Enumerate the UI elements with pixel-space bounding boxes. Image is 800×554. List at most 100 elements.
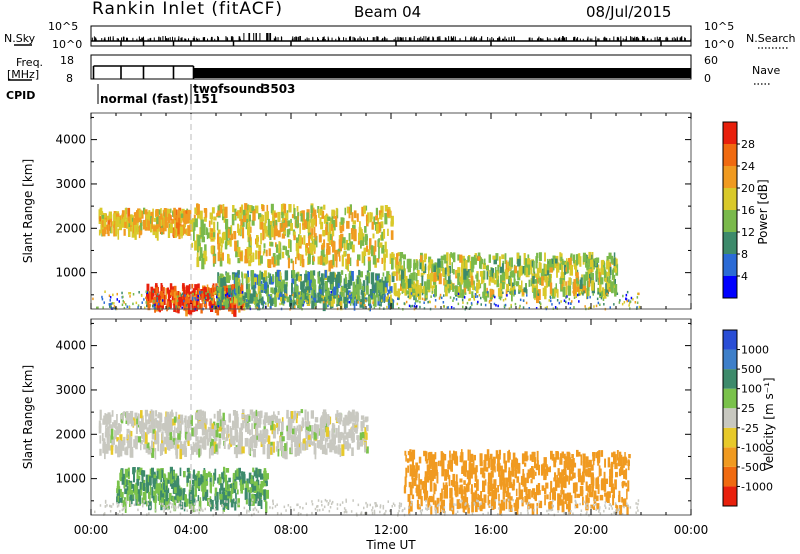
radar-cell	[104, 447, 106, 460]
radar-cell	[260, 232, 262, 245]
radar-cell	[511, 290, 513, 302]
radar-cell	[357, 301, 359, 304]
radar-cell	[391, 272, 395, 283]
radar-cell	[187, 473, 191, 479]
radar-cell	[585, 263, 589, 268]
radar-cell	[428, 495, 433, 503]
radar-cell	[313, 285, 316, 296]
radar-cell	[339, 302, 341, 305]
radar-cell	[415, 462, 419, 472]
radar-cell	[415, 273, 418, 282]
radar-cell	[240, 218, 243, 226]
radar-cell	[559, 453, 563, 459]
radar-cell	[357, 240, 361, 245]
radar-cell	[479, 461, 483, 467]
radar-cell	[258, 469, 262, 478]
radar-cell	[265, 226, 268, 234]
radar-cell	[268, 278, 271, 285]
radar-cell	[402, 282, 406, 289]
radar-cell	[600, 277, 604, 285]
radar-cell	[305, 286, 308, 293]
radar-cell	[373, 216, 376, 225]
radar-cell	[146, 291, 148, 294]
radar-cell	[176, 215, 179, 223]
colorbar-tick-label: 24	[741, 160, 755, 173]
radar-cell	[253, 470, 257, 477]
radar-cell	[320, 426, 323, 437]
radar-cell	[205, 418, 208, 425]
radar-cell	[284, 298, 287, 301]
radar-cell	[404, 286, 407, 296]
cpid-label: CPID	[6, 89, 35, 102]
radar-cell	[206, 284, 209, 294]
radar-cell	[479, 453, 483, 462]
radar-cell	[548, 273, 551, 285]
radar-cell	[508, 467, 511, 474]
radar-cell	[273, 228, 276, 240]
radar-cell	[128, 482, 132, 495]
radar-cell	[208, 220, 211, 227]
radar-cell	[245, 419, 249, 427]
radar-cell	[521, 265, 524, 275]
radar-cell	[263, 430, 267, 438]
radar-cell	[340, 217, 344, 225]
radar-cell	[183, 286, 186, 298]
radar-cell	[174, 220, 176, 230]
radar-cell	[315, 424, 318, 434]
radar-cell	[536, 290, 539, 296]
radar-cell	[239, 225, 243, 230]
radar-cell	[613, 451, 616, 463]
radar-cell	[281, 233, 286, 239]
radar-cell	[513, 457, 517, 468]
radar-cell	[582, 496, 584, 506]
radar-cell	[323, 257, 327, 263]
radar-cell	[343, 417, 346, 424]
radar-cell	[351, 244, 355, 253]
radar-cell	[513, 502, 517, 508]
radar-cell	[628, 304, 630, 307]
radar-cell	[198, 256, 201, 261]
radar-cell	[308, 219, 311, 228]
radar-cell	[111, 410, 114, 417]
radar-cell	[192, 296, 194, 300]
radar-cell	[574, 503, 579, 509]
radar-cell	[480, 258, 484, 265]
radar-cell	[321, 285, 324, 296]
radar-cell	[267, 218, 270, 231]
radar-cell	[379, 282, 383, 293]
radar-cell	[294, 288, 297, 293]
radar-cell	[540, 270, 544, 278]
radar-cell	[279, 222, 283, 233]
radar-cell	[117, 447, 121, 458]
radar-cell	[482, 270, 486, 280]
radar-cell	[367, 256, 371, 262]
radar-cell	[424, 451, 428, 462]
radar-cell	[310, 213, 313, 223]
radar-cell	[566, 295, 568, 298]
radar-cell	[244, 487, 248, 500]
radar-cell	[197, 298, 199, 302]
radar-cell	[192, 288, 195, 296]
radar-cell	[419, 300, 421, 304]
radar-cell	[273, 287, 277, 295]
radar-cell	[331, 209, 335, 217]
radar-cell	[356, 442, 361, 450]
radar-cell	[329, 439, 333, 448]
radar-cell	[590, 464, 593, 471]
radar-cell	[282, 222, 285, 232]
radar-cell	[343, 251, 346, 257]
radar-cell	[249, 305, 251, 308]
radar-cell	[235, 292, 237, 296]
radar-cell	[613, 252, 616, 261]
radar-cell	[414, 302, 416, 305]
radar-cell	[284, 449, 288, 460]
radar-cell	[449, 503, 453, 511]
radar-cell	[173, 487, 177, 494]
radar-cell	[223, 466, 226, 474]
radar-cell	[615, 291, 618, 294]
radar-cell	[185, 210, 188, 216]
radar-cell	[430, 451, 433, 463]
radar-cell	[319, 217, 322, 225]
radar-cell	[156, 302, 158, 305]
radar-cell	[137, 413, 140, 425]
